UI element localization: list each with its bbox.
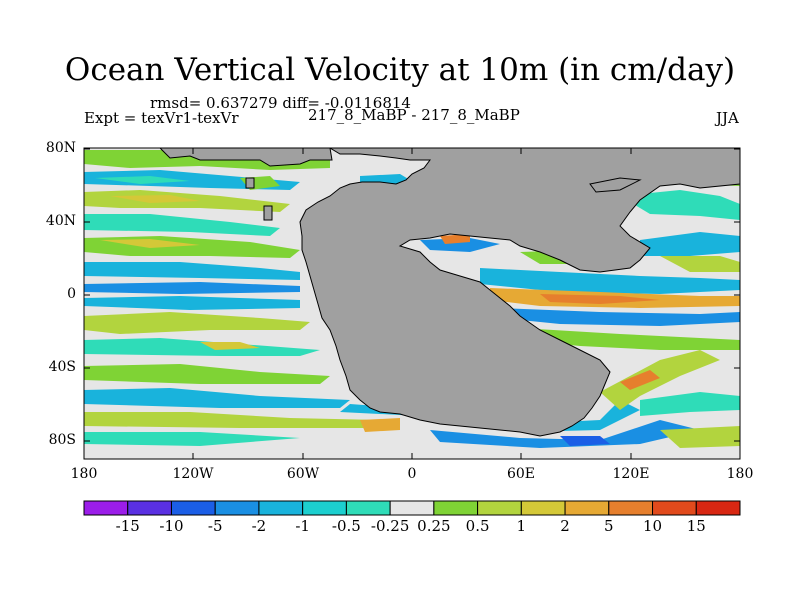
field-band [440, 234, 470, 244]
field-band [420, 238, 500, 252]
arctic-landmass [158, 147, 333, 167]
colorbar-label: 10 [642, 517, 663, 535]
colorbar-label: 2 [560, 517, 570, 535]
field-band [640, 392, 740, 416]
field-band [84, 388, 350, 408]
colorbar-swatch [389, 500, 435, 516]
island-landmass [245, 177, 255, 189]
colorbar-swatch [477, 500, 522, 516]
field-band [430, 420, 700, 448]
x-label-0: 0 [407, 466, 417, 482]
field-band [480, 268, 740, 294]
colorbar-swatch [695, 500, 741, 516]
field-band [520, 328, 740, 350]
y-ticks [84, 148, 740, 442]
colorbar-swatch [127, 500, 172, 516]
runs-label: 217_8_MaBP - 217_8_MaBP [308, 106, 520, 124]
field-band [84, 412, 380, 428]
colorbar-label: -0.5 [331, 517, 361, 535]
colorbar-label: 5 [604, 517, 614, 535]
y-label-80s: 80S [48, 432, 76, 448]
y-label-80n: 80N [45, 140, 76, 156]
field-band [360, 418, 400, 432]
colorbar-label: -5 [207, 517, 223, 535]
field-band [640, 232, 740, 256]
field-band [84, 282, 300, 294]
colorbar-swatch [564, 500, 610, 516]
colorbar-swatch [302, 500, 347, 516]
colorbar-swatch [652, 500, 697, 516]
field-band [540, 294, 660, 304]
field-band [660, 426, 740, 448]
field-band [110, 195, 200, 203]
field-band [100, 239, 200, 248]
field-band [84, 364, 330, 384]
colorbar-swatch [433, 500, 479, 516]
x-label-180w: 180 [70, 466, 98, 482]
colorbar-label: -1 [295, 517, 310, 535]
colorbar-label: -2 [251, 517, 267, 535]
colorbar-swatch [520, 500, 566, 516]
x-label-60w: 60W [286, 466, 320, 482]
colorbar-swatch [345, 500, 391, 516]
field-band [95, 176, 190, 184]
map-title: Ocean Vertical Velocity at 10m (in cm/da… [64, 52, 736, 88]
colorbar-swatch [170, 500, 216, 516]
colorbar [83, 500, 741, 516]
x-label-60e: 60E [506, 466, 536, 482]
field-band [600, 350, 720, 410]
y-label-40s: 40S [48, 359, 76, 375]
colorbar-label: -15 [115, 517, 140, 535]
colorbar-label: -10 [159, 517, 184, 535]
supercontinent-landmass [299, 147, 741, 437]
colorbar-swatch [608, 500, 654, 516]
colorbar-label: 0.25 [417, 517, 451, 535]
x-label-180e: 180 [726, 466, 754, 482]
field-band [84, 262, 300, 280]
stats-text: rmsd= 0.637279 diff= -0.0116814 [150, 94, 411, 112]
field-band [560, 436, 610, 446]
colorbar-swatch [83, 500, 129, 516]
y-label-40n: 40N [45, 213, 76, 229]
colorbar-label: 15 [686, 517, 706, 535]
y-label-equator: 0 [67, 286, 76, 302]
land [158, 147, 741, 437]
x-ticks [83, 148, 741, 459]
experiment-label: Expt = texVr1-texVr [84, 109, 239, 127]
field-band [620, 370, 660, 390]
x-label-120e: 120E [612, 466, 650, 482]
colorbar-label: 0.5 [465, 517, 490, 535]
colorbar-label: 1 [516, 517, 527, 535]
colorbar-label: -0.25 [370, 517, 410, 535]
x-label-120w: 120W [172, 466, 214, 482]
field-band [84, 432, 300, 446]
island-landmass [589, 177, 642, 193]
field-band [84, 338, 320, 356]
field-band [200, 342, 260, 350]
colorbar-swatch [214, 500, 260, 516]
field-band [84, 214, 280, 236]
field-band [84, 312, 310, 334]
island-landmass [263, 205, 273, 221]
season-label: JJA [716, 109, 739, 127]
field-band [620, 190, 740, 220]
colorbar-swatch [258, 500, 304, 516]
field-band [500, 308, 740, 326]
field-band [660, 256, 740, 272]
field-band [84, 296, 300, 310]
